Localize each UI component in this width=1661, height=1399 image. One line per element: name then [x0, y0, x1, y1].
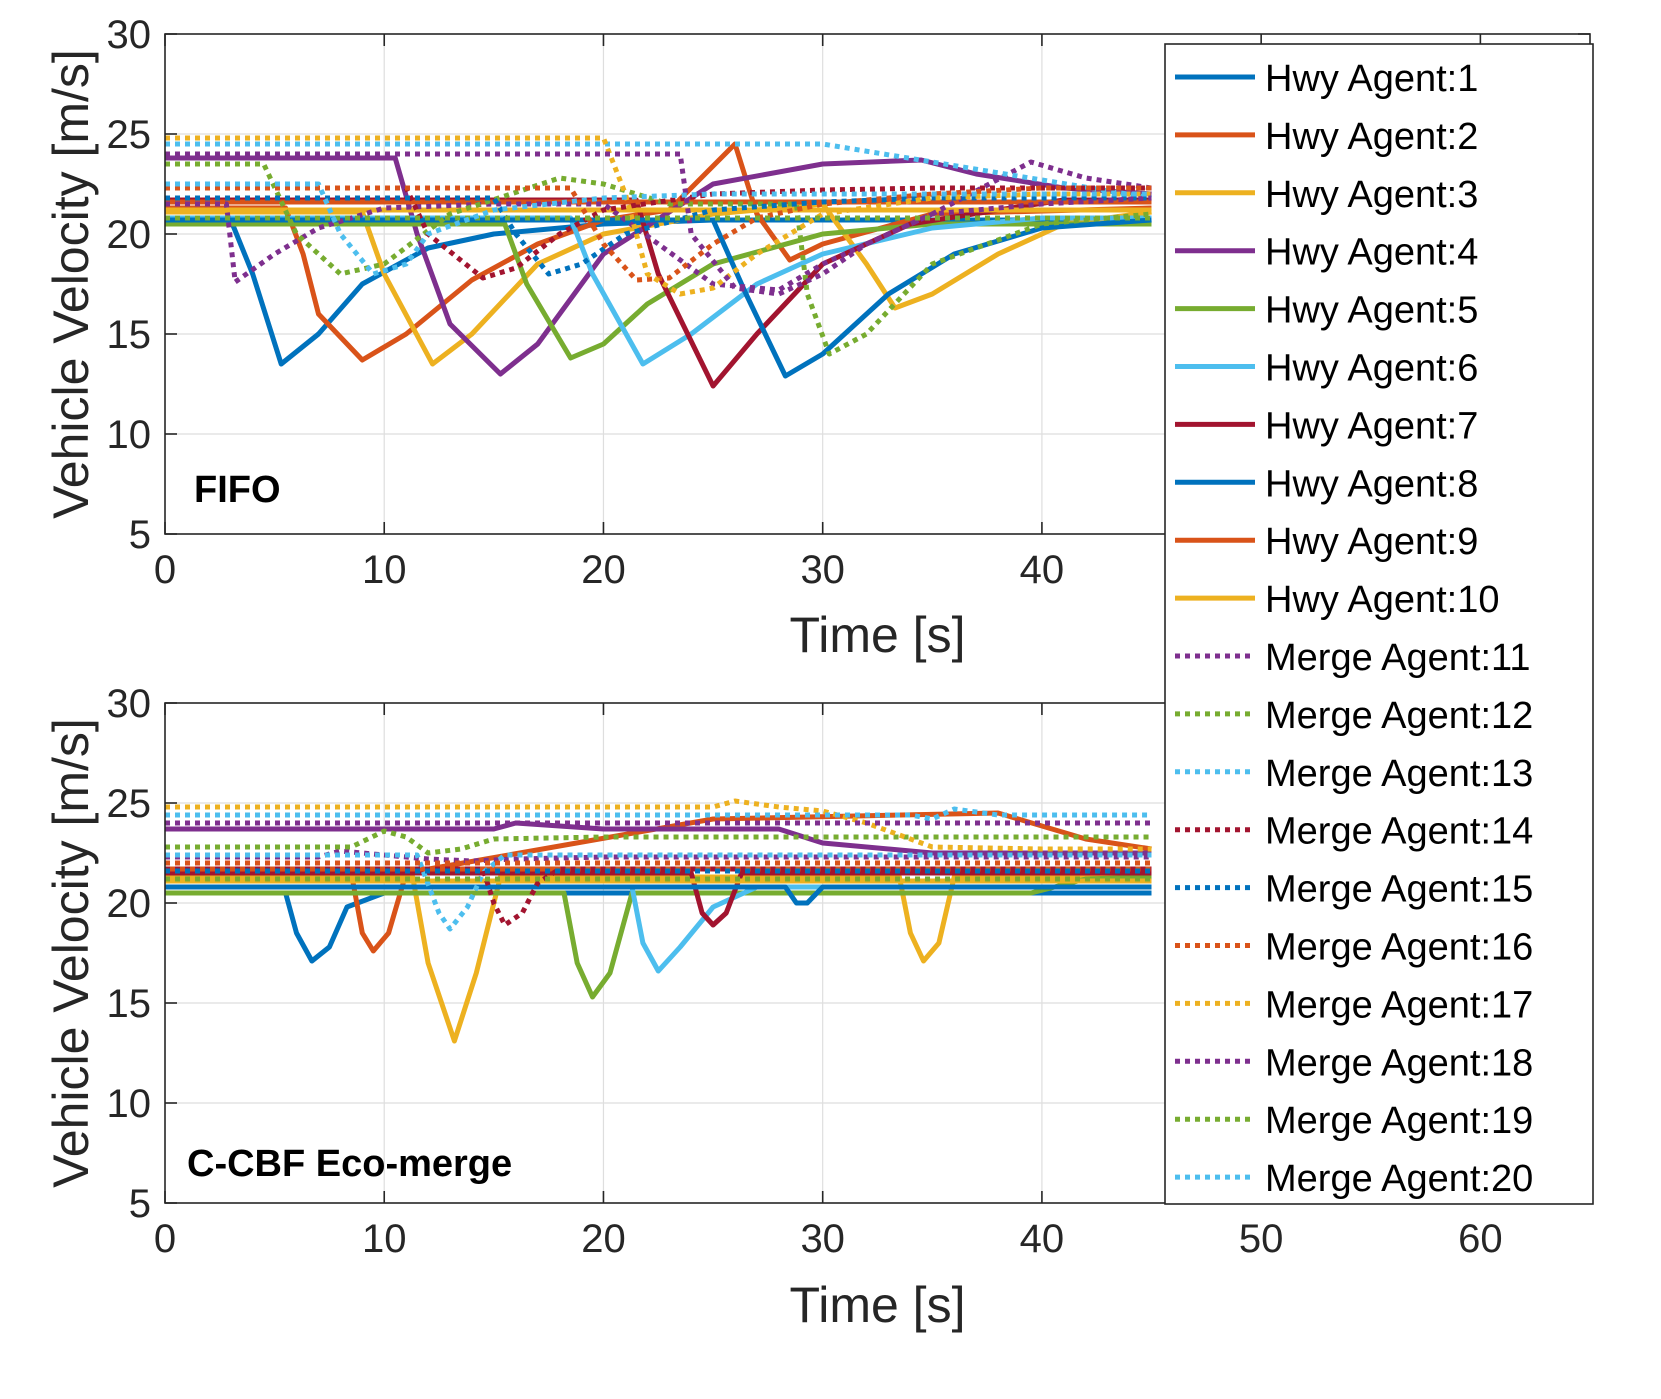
panel-title: FIFO — [194, 469, 281, 511]
legend-entry-label: Merge Agent:14 — [1265, 811, 1533, 853]
series-line-merge-agent-14 — [165, 185, 1152, 281]
legend-entry-label: Merge Agent:20 — [1265, 1158, 1533, 1200]
series-line-hwy-agent-4 — [165, 155, 1152, 377]
series-line-hwy-agent-4 — [165, 820, 1152, 856]
legend-entry-label: Hwy Agent:4 — [1265, 232, 1478, 274]
x-tick-label: 0 — [154, 548, 176, 592]
legend-entry-label: Merge Agent:12 — [1265, 695, 1533, 737]
x-axis-label: Time [s] — [790, 607, 966, 663]
legend-entry-label: Hwy Agent:5 — [1265, 290, 1478, 332]
legend-entry-label: Hwy Agent:8 — [1265, 463, 1478, 505]
y-tick-label: 30 — [107, 682, 152, 726]
y-tick-label: 5 — [129, 1182, 151, 1226]
series-line-hwy-agent-8 — [165, 217, 1152, 379]
legend-entry-label: Merge Agent:16 — [1265, 927, 1533, 969]
y-tick-label: 5 — [129, 513, 151, 557]
series-line-hwy-agent-2 — [165, 810, 1152, 954]
panel-title: C-CBF Eco-merge — [187, 1143, 512, 1185]
y-tick-label: 25 — [107, 113, 152, 157]
legend-entry-label: Merge Agent:11 — [1265, 637, 1530, 679]
x-tick-label: 30 — [800, 1217, 845, 1261]
y-tick-label: 30 — [107, 13, 152, 57]
series-group — [165, 798, 1152, 1044]
y-tick-label: 20 — [107, 213, 152, 257]
series-line-merge-agent-16 — [165, 185, 1152, 283]
series-line-merge-agent-13 — [165, 852, 1152, 932]
legend-entry-label: Merge Agent:17 — [1265, 984, 1533, 1026]
legend: Hwy Agent:1 Hwy Agent:2 Hwy Agent:3 Hwy Age… — [1164, 43, 1594, 1205]
legend-entry-label: Hwy Agent:9 — [1265, 521, 1478, 563]
y-axis-label: Vehicle Velocity [m/s] — [43, 718, 99, 1188]
x-tick-label: 10 — [362, 548, 407, 592]
series-line-merge-agent-17 — [165, 135, 1152, 297]
series-line-merge-agent-11 — [165, 159, 1152, 293]
series-line-merge-agent-20 — [165, 181, 1152, 277]
legend-entry-label: Hwy Agent:7 — [1265, 405, 1478, 447]
x-tick-label: 40 — [1020, 548, 1065, 592]
series-line-merge-agent-12 — [165, 161, 1152, 357]
y-tick-label: 15 — [107, 982, 152, 1026]
y-tick-label: 20 — [107, 882, 152, 926]
x-tick-label: 10 — [362, 1217, 407, 1261]
x-tick-label: 0 — [154, 1217, 176, 1261]
legend-entry-label: Hwy Agent:1 — [1265, 58, 1478, 100]
series-line-merge-agent-15 — [165, 195, 1152, 277]
legend-entry-label: Hwy Agent:10 — [1265, 579, 1499, 621]
y-tick-label: 15 — [107, 313, 152, 357]
legend-entry-label: Merge Agent:19 — [1265, 1100, 1533, 1142]
legend-entry-label: Hwy Agent:2 — [1265, 116, 1478, 158]
y-axis-label: Vehicle Velocity [m/s] — [43, 49, 99, 519]
y-tick-label: 25 — [107, 782, 152, 826]
legend-box — [1164, 43, 1594, 1205]
series-line-hwy-agent-3 — [165, 201, 1152, 367]
legend-entry-label: Merge Agent:13 — [1265, 753, 1533, 795]
x-tick-label: 30 — [800, 548, 845, 592]
x-tick-label: 20 — [581, 1217, 626, 1261]
series-group — [165, 135, 1152, 389]
x-axis-label: Time [s] — [790, 1277, 966, 1333]
x-tick-label: 50 — [1239, 1217, 1284, 1261]
y-tick-label: 10 — [107, 413, 152, 457]
legend-entry-label: Merge Agent:15 — [1265, 869, 1533, 911]
series-line-hwy-agent-6 — [165, 215, 1152, 367]
series-line-merge-agent-20 — [165, 806, 1152, 822]
y-tick-label: 10 — [107, 1082, 152, 1126]
legend-entry-label: Merge Agent:18 — [1265, 1042, 1533, 1084]
series-line-hwy-agent-6 — [165, 884, 1152, 974]
x-tick-label: 40 — [1020, 1217, 1065, 1261]
series-line-merge-agent-12 — [165, 828, 1152, 856]
series-line-merge-agent-18 — [165, 151, 1152, 297]
series-line-hwy-agent-2 — [165, 141, 1152, 363]
x-tick-label: 60 — [1458, 1217, 1503, 1261]
x-tick-label: 20 — [581, 548, 626, 592]
legend-entry-label: Hwy Agent:6 — [1265, 348, 1478, 390]
series-line-hwy-agent-8 — [165, 884, 1152, 906]
legend-entry-label: Hwy Agent:3 — [1265, 174, 1478, 216]
